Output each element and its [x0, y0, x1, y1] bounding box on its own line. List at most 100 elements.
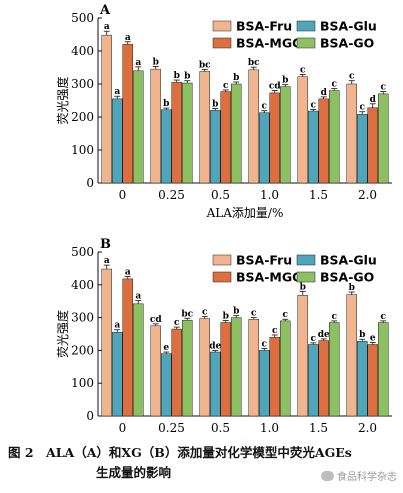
significance-label: bc	[248, 58, 260, 68]
significance-label: a	[125, 33, 131, 43]
y-tick-label: 100	[71, 376, 94, 390]
y-axis-title: 荧光强度	[55, 76, 70, 124]
significance-label: cd	[269, 82, 281, 92]
significance-label: c	[262, 339, 268, 349]
bar-bsa-fru-2	[199, 318, 210, 417]
legend-label: BSA-Fru	[236, 19, 292, 34]
bar-bsa-mgo-0	[122, 44, 133, 184]
bar-bsa-go-2	[231, 83, 242, 184]
significance-label: e	[370, 334, 376, 344]
bar-bsa-glu-3	[259, 350, 270, 417]
bar-bsa-go-4	[329, 90, 340, 184]
bar-bsa-go-1	[182, 319, 193, 417]
significance-label: c	[349, 72, 355, 82]
bar-bsa-fru-3	[248, 69, 259, 184]
significance-label: e	[163, 343, 169, 353]
y-tick-label: 500	[71, 11, 94, 25]
bar-bsa-fru-3	[248, 318, 259, 417]
bar-bsa-mgo-4	[318, 340, 329, 417]
bar-bsa-go-5	[378, 322, 389, 417]
bar-bsa-go-3	[280, 86, 291, 184]
bar-bsa-mgo-1	[171, 82, 182, 184]
bar-bsa-mgo-3	[269, 92, 280, 184]
panel-label: B	[100, 237, 111, 252]
x-tick-label: 0.25	[158, 188, 185, 202]
bar-bsa-go-5	[378, 93, 389, 184]
legend-swatch-bsa-glu	[296, 20, 316, 32]
caption-line-1: 图 2 ALA（A）和XG（B）添加量对化学模型中荧光AGEs	[8, 445, 352, 460]
significance-label: c	[332, 312, 338, 322]
y-tick-label: 300	[71, 77, 94, 91]
x-tick-label: 2.0	[358, 188, 377, 202]
bar-bsa-go-0	[133, 303, 144, 417]
y-tick-label: 400	[71, 44, 94, 58]
bar-bsa-go-0	[133, 70, 144, 184]
legend-swatch-bsa-mgo	[212, 271, 232, 283]
y-tick-label: 300	[71, 311, 94, 325]
significance-label: cd	[150, 315, 162, 325]
bar-bsa-mgo-2	[220, 322, 231, 417]
legend-label: BSA-Glu	[320, 253, 377, 268]
bar-bsa-mgo-5	[367, 344, 378, 417]
significance-label: c	[381, 83, 387, 93]
bar-bsa-mgo-2	[220, 91, 231, 184]
significance-label: b	[223, 312, 229, 322]
significance-label: c	[381, 312, 387, 322]
significance-label: bc	[181, 309, 193, 319]
chart-panel-b: 0 100 200 300 400 500 0 0.25 0.5 1.0 1.5 2.0 XG添加量/%…	[55, 237, 392, 440]
y-tick-label: 400	[71, 278, 94, 292]
significance-label: a	[125, 268, 131, 278]
significance-label: c	[251, 309, 257, 319]
significance-label: c	[311, 334, 317, 344]
y-tick-label: 200	[71, 343, 94, 357]
bar-bsa-glu-1	[161, 109, 172, 184]
x-tick-label: 0.5	[211, 188, 230, 202]
significance-label: a	[114, 321, 120, 331]
bar-bsa-mgo-5	[367, 107, 378, 184]
y-tick-label: 0	[86, 176, 94, 190]
bar-bsa-glu-5	[357, 114, 368, 184]
bar-bsa-mgo-4	[318, 98, 329, 184]
y-axis-title: 荧光强度	[55, 310, 70, 358]
significance-label: b	[359, 330, 365, 340]
significance-label: b	[349, 283, 355, 293]
bar-bsa-mgo-1	[171, 328, 182, 417]
legend-swatch-bsa-go	[296, 271, 316, 283]
y-tick-label: 200	[71, 110, 94, 124]
significance-label: c	[283, 310, 289, 320]
legend-swatch-bsa-fru	[212, 20, 232, 32]
bar-bsa-glu-0	[112, 332, 123, 417]
significance-label: a	[114, 87, 120, 97]
significance-label: a	[104, 22, 110, 32]
significance-label: bc	[199, 60, 211, 70]
x-tick-label: 2.0	[358, 421, 377, 435]
bar-bsa-mgo-3	[269, 337, 280, 417]
bar-bsa-mgo-0	[122, 278, 133, 417]
x-tick-label: 0	[119, 421, 127, 435]
significance-label: a	[135, 292, 141, 302]
significance-label: d	[370, 95, 377, 105]
significance-label: a	[104, 256, 110, 266]
bar-bsa-fru-1	[150, 68, 161, 184]
significance-label: b	[300, 282, 306, 292]
bar-bsa-fru-2	[199, 71, 210, 184]
legend-label: BSA-GO	[320, 270, 374, 285]
bar-bsa-glu-4	[308, 110, 319, 184]
x-axis-title: XG添加量/%	[210, 439, 280, 440]
y-tick-label: 500	[71, 245, 94, 259]
bar-bsa-fru-4	[297, 76, 308, 184]
x-tick-label: 0	[119, 188, 127, 202]
bar-bsa-fru-4	[297, 295, 308, 417]
caption-line-2: 生成量的影响	[96, 465, 172, 480]
significance-label: c	[202, 308, 208, 318]
x-tick-label: 1.5	[309, 421, 328, 435]
significance-label: b	[282, 76, 288, 86]
significance-label: d	[321, 88, 328, 98]
bar-bsa-fru-5	[346, 294, 357, 417]
bar-bsa-glu-4	[308, 344, 319, 417]
significance-label: c	[262, 102, 268, 112]
legend-swatch-bsa-fru	[212, 254, 232, 266]
x-tick-label: 1.0	[260, 188, 279, 202]
bar-bsa-glu-0	[112, 98, 123, 184]
legend-label: BSA-MGO	[236, 270, 303, 285]
